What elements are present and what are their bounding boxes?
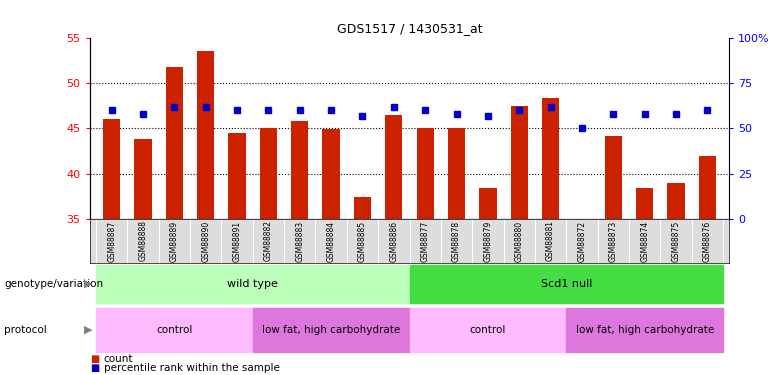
Bar [417, 128, 434, 219]
Text: low fat, high carbohydrate: low fat, high carbohydrate [576, 325, 714, 335]
Bar [165, 67, 183, 219]
Bar [479, 188, 497, 219]
Text: GSM88873: GSM88873 [609, 220, 618, 262]
Bar [448, 128, 465, 219]
Bar [134, 140, 151, 219]
Bar [103, 119, 120, 219]
Text: percentile rank within the sample: percentile rank within the sample [104, 363, 279, 373]
Bar [668, 183, 685, 219]
Text: GSM88890: GSM88890 [201, 220, 210, 262]
Bar [96, 265, 410, 303]
Bar [385, 115, 402, 219]
Text: GSM88884: GSM88884 [327, 220, 335, 261]
Bar [604, 136, 622, 219]
Bar [229, 133, 246, 219]
Text: ■: ■ [90, 354, 99, 364]
Text: GSM88885: GSM88885 [358, 220, 367, 261]
Text: genotype/variation: genotype/variation [4, 279, 103, 289]
Bar [511, 106, 528, 219]
Text: GSM88888: GSM88888 [139, 220, 147, 261]
Text: GSM88883: GSM88883 [296, 220, 304, 261]
Text: protocol: protocol [4, 325, 47, 335]
Bar [322, 129, 340, 219]
Bar [291, 121, 308, 219]
Bar [260, 128, 277, 219]
Text: low fat, high carbohydrate: low fat, high carbohydrate [262, 325, 400, 335]
Bar [197, 51, 215, 219]
Text: ▶: ▶ [84, 325, 93, 335]
Text: Scd1 null: Scd1 null [541, 279, 592, 289]
Text: GSM88878: GSM88878 [452, 220, 461, 261]
Text: control: control [470, 325, 506, 335]
Bar [410, 265, 723, 303]
Text: GSM88879: GSM88879 [484, 220, 492, 262]
Text: GSM88891: GSM88891 [232, 220, 242, 261]
Bar [566, 308, 723, 352]
Text: ▶: ▶ [84, 279, 93, 289]
Text: GSM88889: GSM88889 [170, 220, 179, 261]
Text: GSM88876: GSM88876 [703, 220, 712, 262]
Bar [354, 196, 371, 219]
Text: GSM88886: GSM88886 [389, 220, 399, 261]
Bar [253, 308, 410, 352]
Text: ■: ■ [90, 363, 99, 373]
Text: GSM88882: GSM88882 [264, 220, 273, 261]
Title: GDS1517 / 1430531_at: GDS1517 / 1430531_at [337, 22, 482, 35]
Text: GSM88880: GSM88880 [515, 220, 523, 261]
Bar [699, 156, 716, 219]
Text: control: control [156, 325, 193, 335]
Text: GSM88877: GSM88877 [420, 220, 430, 262]
Text: GSM88881: GSM88881 [546, 220, 555, 261]
Bar [636, 188, 654, 219]
Text: GSM88887: GSM88887 [107, 220, 116, 261]
Text: count: count [104, 354, 133, 364]
Bar [96, 308, 253, 352]
Bar [410, 308, 566, 352]
Bar [542, 98, 559, 219]
Text: GSM88874: GSM88874 [640, 220, 649, 262]
Text: wild type: wild type [227, 279, 278, 289]
Text: GSM88872: GSM88872 [577, 220, 587, 261]
Text: GSM88875: GSM88875 [672, 220, 680, 262]
